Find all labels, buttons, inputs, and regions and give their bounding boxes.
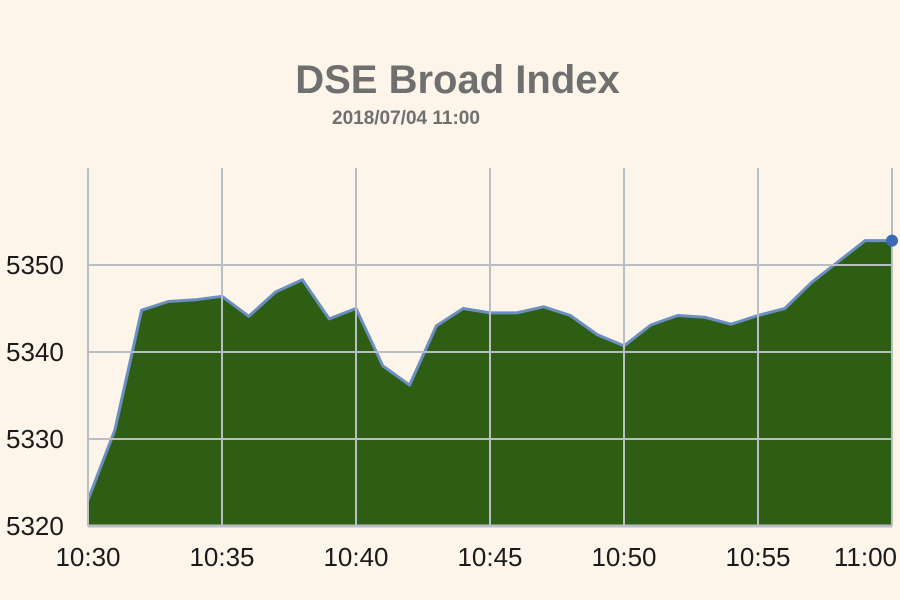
y-tick-label: 5340 [6,337,64,367]
x-tick-label: 10:30 [55,542,120,572]
chart-subtitle: 2018/07/04 11:00 [332,108,480,129]
x-tick-label: 10:55 [725,542,790,572]
y-tick-label: 5330 [6,424,64,454]
y-tick-label: 5350 [6,250,64,280]
x-tick-label: 10:45 [457,542,522,572]
y-tick-labels: 5320 5330 5340 5350 [6,250,64,541]
y-tick-label: 5320 [6,511,64,541]
last-point-marker [886,234,898,247]
x-tick-label: 10:40 [323,542,388,572]
markers [886,234,898,247]
x-tick-label: 10:50 [591,542,656,572]
x-tick-labels: 10:30 10:35 10:40 10:45 10:50 10:55 11:00 [55,542,897,572]
x-tick-label: 11:00 [834,542,897,572]
x-tick-label: 10:35 [189,542,254,572]
chart-title: DSE Broad Index [295,58,620,102]
